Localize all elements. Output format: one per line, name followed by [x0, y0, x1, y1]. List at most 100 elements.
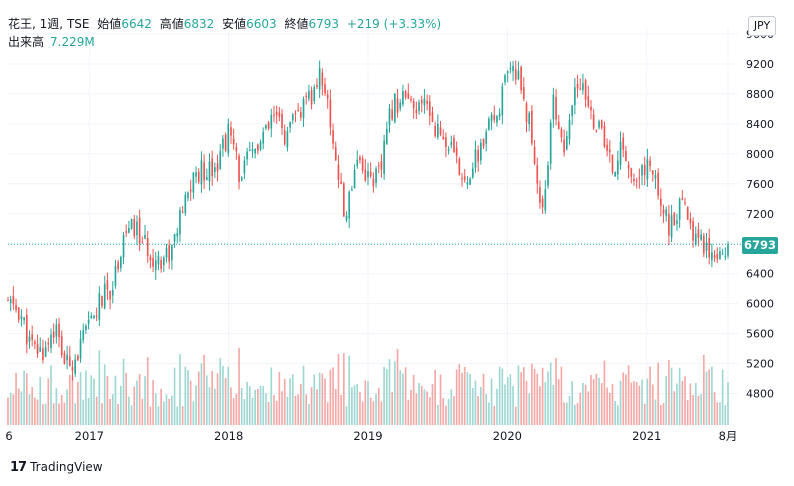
volume-bar — [490, 378, 493, 425]
low-label: 安値 — [222, 17, 247, 31]
volume-bar — [160, 388, 162, 425]
candle-body — [342, 183, 345, 217]
candle-body — [512, 65, 514, 72]
volume-legend: 出来高 7.229M — [8, 33, 95, 50]
volume-bar — [324, 378, 326, 425]
volume-bar — [686, 400, 689, 425]
volume-bar — [211, 370, 214, 425]
volume-bar — [380, 401, 383, 425]
volume-bar — [259, 385, 262, 425]
volume-bar — [189, 380, 192, 425]
volume-bar — [227, 366, 230, 425]
volume-bar — [58, 403, 60, 425]
volume-bar — [98, 350, 101, 425]
candle-body — [15, 304, 17, 310]
volume-bar — [590, 375, 592, 425]
candle-body — [603, 126, 606, 147]
volume-bar — [165, 394, 168, 425]
volume-bar — [418, 383, 420, 425]
candle-body — [313, 87, 316, 102]
candle-body — [463, 176, 466, 180]
candle-body — [316, 84, 318, 87]
volume-bar — [506, 377, 509, 425]
volume-bar — [555, 358, 557, 425]
volume-bar — [44, 403, 47, 425]
volume-bar — [270, 367, 273, 425]
candle-body — [485, 131, 488, 144]
volume-bar — [445, 405, 447, 425]
candle-body — [469, 178, 471, 185]
candle-body — [321, 72, 324, 86]
symbol-name[interactable]: 花王 — [8, 17, 33, 31]
candle-body — [133, 219, 136, 237]
candle-body — [289, 121, 291, 128]
candle-body — [52, 331, 55, 338]
candle-body — [17, 307, 20, 320]
tradingview-logo[interactable]: 17 TradingView — [10, 460, 103, 475]
candle-body — [120, 256, 122, 268]
candle-body — [514, 69, 517, 80]
volume-bar — [678, 367, 681, 425]
volume-bar — [364, 380, 367, 425]
volume-bar — [278, 372, 281, 425]
candle-body — [300, 111, 302, 118]
candle-body — [651, 170, 654, 175]
candle-body — [418, 102, 420, 111]
candle-body — [501, 86, 504, 116]
candle-body — [106, 280, 109, 290]
volume-bar — [87, 397, 90, 425]
volume-bar — [702, 354, 705, 425]
interval-label[interactable]: 1週 — [39, 17, 60, 31]
candle-body — [466, 182, 469, 185]
candle-body — [82, 330, 85, 340]
volume-bar — [617, 405, 619, 425]
volume-bar — [619, 380, 622, 425]
volume-bar — [122, 358, 125, 425]
candle-body — [20, 316, 23, 319]
candle-body — [708, 238, 711, 258]
volume-bar — [310, 387, 313, 425]
volume-bar — [79, 372, 82, 425]
candle-body — [318, 68, 321, 90]
volume-bar — [549, 362, 552, 425]
volume-bar — [539, 386, 541, 425]
candle-body — [308, 91, 310, 99]
candle-body — [232, 138, 235, 145]
volume-bar — [216, 373, 219, 425]
volume-bar — [39, 376, 42, 425]
volume-bar — [294, 395, 297, 425]
volume-bar — [412, 374, 415, 425]
volume-bar — [716, 402, 719, 425]
time-tick-label: 2017 — [75, 429, 104, 443]
candle-body — [587, 96, 590, 107]
candle-body — [520, 66, 522, 91]
candle-body — [536, 165, 539, 184]
candle-body — [23, 317, 25, 321]
volume-bar — [93, 378, 95, 425]
volume-bar — [359, 391, 361, 425]
volume-bar — [55, 388, 58, 425]
candle-body — [490, 114, 493, 122]
volume-bar — [514, 406, 517, 425]
volume-bar — [668, 359, 670, 425]
candle-body — [622, 137, 625, 150]
volume-bar — [308, 404, 310, 425]
candle-body — [332, 130, 334, 144]
candle-body — [506, 70, 509, 74]
candle-body — [697, 229, 700, 238]
volume-bar — [563, 402, 565, 425]
candle-body — [686, 206, 689, 220]
currency-button[interactable]: JPY — [748, 16, 776, 36]
volume-bar — [552, 384, 555, 425]
candle-body — [614, 171, 616, 177]
volume-bar — [168, 398, 171, 425]
candle-body — [431, 112, 434, 122]
volume-bar — [638, 385, 641, 425]
candle-body — [74, 359, 76, 374]
volume-bar — [101, 403, 103, 425]
candle-body — [130, 218, 133, 229]
volume-bar — [254, 389, 256, 425]
time-tick-label: 2020 — [493, 429, 522, 443]
candle-body — [348, 192, 351, 219]
